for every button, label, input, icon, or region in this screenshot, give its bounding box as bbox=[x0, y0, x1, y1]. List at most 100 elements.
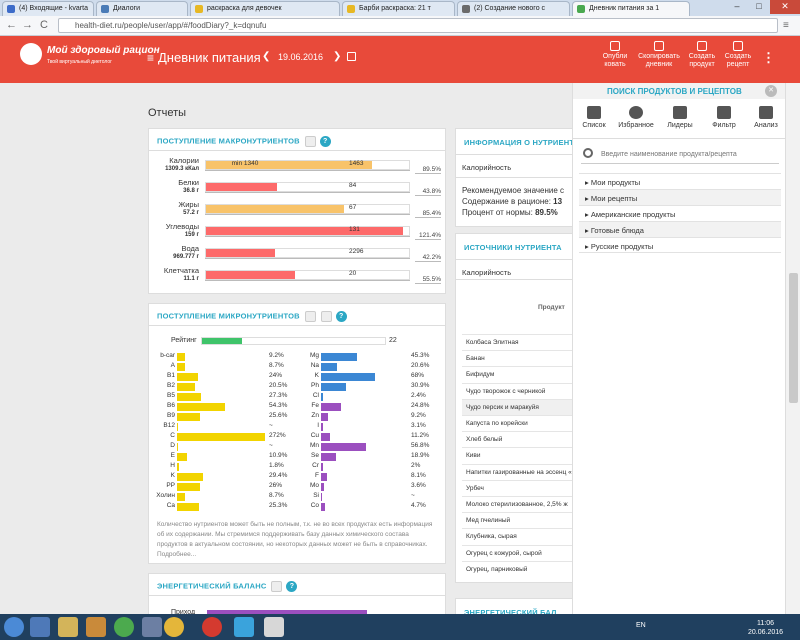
mineral-percent: 11.2% bbox=[411, 432, 429, 439]
help-icon[interactable]: ? bbox=[335, 311, 347, 322]
minimize-button[interactable]: – bbox=[734, 1, 740, 11]
hamburger-icon[interactable]: ≡ bbox=[147, 51, 155, 65]
percent-line: Процент от нормы: 89.5% bbox=[462, 208, 558, 217]
reload-icon[interactable]: C bbox=[40, 19, 48, 31]
start-icon[interactable] bbox=[4, 617, 24, 637]
browser-tab[interactable]: Барби раскраска: 21 т bbox=[342, 1, 455, 16]
mineral-bar bbox=[321, 363, 338, 371]
vitamin-label: A bbox=[170, 362, 175, 369]
browser-tab[interactable]: (2) Создание нового с bbox=[457, 1, 570, 16]
product-row[interactable]: Хлеб белый bbox=[462, 431, 573, 447]
menu-icon[interactable]: ≡ bbox=[783, 20, 789, 31]
panel-title: ПОИСК ПРОДУКТОВ И РЕЦЕПТОВ bbox=[573, 83, 786, 99]
brand-name[interactable]: Мой здоровый рацион bbox=[47, 45, 160, 56]
tab-leaders[interactable]: Лидеры bbox=[661, 106, 699, 129]
back-icon[interactable]: ← bbox=[6, 19, 17, 31]
tab-analysis[interactable]: Анализ bbox=[747, 106, 785, 129]
catalog-item[interactable]: ▸ Русские продукты bbox=[579, 237, 781, 253]
ie-icon[interactable] bbox=[30, 617, 50, 637]
macro-limit-line bbox=[205, 170, 410, 171]
url-field[interactable]: health-diet.ru/people/user/app/#/foodDia… bbox=[58, 18, 778, 33]
vitamin-percent: 8.7% bbox=[269, 362, 284, 369]
reports-heading: Отчеты bbox=[148, 107, 187, 119]
close-panel-button[interactable]: ✕ bbox=[765, 85, 777, 97]
vitamin-percent: 8.7% bbox=[269, 492, 284, 499]
macro-row: Белки 36.8 г 84 43.8% bbox=[149, 179, 445, 201]
vitamin-bar bbox=[177, 363, 185, 371]
macro-limit-line bbox=[205, 280, 410, 281]
prev-date-button[interactable]: ❮ bbox=[262, 51, 271, 62]
macro-amount: 1309.3 кКал bbox=[165, 166, 199, 172]
vitamin-bar bbox=[177, 483, 200, 491]
tab-favorites[interactable]: Избранное bbox=[617, 106, 655, 129]
product-row[interactable]: Чудо творожок с черникой bbox=[462, 382, 573, 399]
product-row[interactable]: Клубника, сырая bbox=[462, 528, 573, 544]
language-indicator[interactable]: EN bbox=[636, 622, 646, 629]
browser-tab[interactable]: Диалоги bbox=[96, 1, 188, 16]
scrollbar-thumb[interactable] bbox=[789, 273, 798, 403]
macro-track bbox=[205, 226, 410, 236]
product-search-input[interactable] bbox=[601, 148, 776, 160]
browser-tab[interactable]: (4) Входящие - kvarta bbox=[2, 1, 94, 16]
help-icon[interactable]: ? bbox=[286, 581, 298, 592]
calendar-icon[interactable] bbox=[304, 136, 316, 147]
yandex-icon bbox=[347, 5, 355, 13]
catalog-item[interactable]: ▸ Американские продукты bbox=[579, 205, 781, 221]
chrome-icon[interactable] bbox=[164, 617, 184, 637]
close-window-button[interactable]: ✕ bbox=[770, 0, 800, 14]
product-row[interactable]: Урбеч bbox=[462, 479, 573, 496]
skype-icon[interactable] bbox=[142, 617, 162, 637]
calendar-icon[interactable] bbox=[347, 52, 356, 61]
macro-title: ПОСТУПЛЕНИЕ МАКРОНУТРИЕНТОВ bbox=[157, 136, 300, 146]
product-row[interactable]: Мед пчелиный bbox=[462, 512, 573, 528]
mineral-bar bbox=[321, 393, 323, 401]
create-recipe-button[interactable]: Создать рецепт bbox=[721, 41, 755, 69]
publish-button[interactable]: Опубли ковать bbox=[598, 41, 632, 69]
table-icon[interactable] bbox=[304, 311, 316, 322]
scrollbar[interactable] bbox=[785, 83, 800, 625]
mineral-bar bbox=[321, 443, 367, 451]
macro-amount: 969.777 г bbox=[173, 254, 199, 260]
paint-icon[interactable] bbox=[264, 617, 284, 637]
product-row[interactable]: Банан bbox=[462, 350, 573, 366]
product-row[interactable]: Чудо персик и маракуйя bbox=[462, 398, 573, 415]
create-product-button[interactable]: Создать продукт bbox=[685, 41, 719, 69]
mail-icon[interactable] bbox=[114, 617, 134, 637]
help-icon[interactable]: ? bbox=[319, 136, 331, 147]
opera-icon[interactable] bbox=[202, 617, 222, 637]
calendar-icon[interactable] bbox=[320, 311, 332, 322]
macro-limit-value: 84 bbox=[349, 182, 357, 189]
catalog-item[interactable]: ▸ Готовые блюда bbox=[579, 221, 781, 237]
diary-date[interactable]: 19.06.2016 bbox=[278, 52, 324, 62]
catalog-item[interactable]: ▸ Мои рецепты bbox=[579, 189, 781, 205]
browser-tab[interactable]: раскраска для девочек bbox=[190, 1, 340, 16]
next-date-button[interactable]: ❯ bbox=[333, 51, 342, 62]
catalog-item[interactable]: ▸ Мои продукты bbox=[579, 173, 781, 189]
copy-diary-button[interactable]: Скопировать дневник bbox=[636, 41, 682, 69]
product-row[interactable]: Колбаса Элитная bbox=[462, 334, 573, 350]
product-row[interactable]: Капуста по корейски bbox=[462, 415, 573, 431]
product-row[interactable]: Киви bbox=[462, 447, 573, 463]
vitamin-bar bbox=[177, 413, 200, 421]
calendar-icon[interactable] bbox=[271, 581, 283, 592]
micro-title: ПОСТУПЛЕНИЕ МИКРОНУТРИЕНТОВ bbox=[157, 311, 300, 321]
maximize-button[interactable]: □ bbox=[756, 1, 762, 11]
product-row[interactable]: Молоко стерилизованное, 2,5% ж bbox=[462, 496, 573, 512]
tab-list[interactable]: Список bbox=[575, 106, 613, 129]
media-icon[interactable] bbox=[86, 617, 106, 637]
macro-limit-value: 20 bbox=[349, 270, 357, 277]
forward-icon[interactable]: → bbox=[22, 19, 33, 31]
rating-value: 22 bbox=[389, 337, 397, 344]
explorer-icon[interactable] bbox=[58, 617, 78, 637]
product-row[interactable]: Огурец с кожурой, сырой bbox=[462, 544, 573, 561]
product-row[interactable]: Огурец, парниковый bbox=[462, 560, 573, 577]
tab-filter[interactable]: Фильтр bbox=[705, 106, 743, 129]
product-row[interactable]: Бифидум bbox=[462, 366, 573, 382]
macro-track bbox=[205, 182, 410, 192]
clock[interactable]: 11:06 20.06.2016 bbox=[748, 620, 784, 636]
skype-icon[interactable] bbox=[234, 617, 254, 637]
vitamin-label: C bbox=[170, 432, 175, 439]
product-row[interactable]: Напитки газированные на эссенц «Пепси-ко… bbox=[462, 463, 573, 480]
browser-tab-active[interactable]: Дневник питания за 1 bbox=[572, 1, 690, 16]
more-icon[interactable]: ⋮ bbox=[762, 50, 775, 65]
